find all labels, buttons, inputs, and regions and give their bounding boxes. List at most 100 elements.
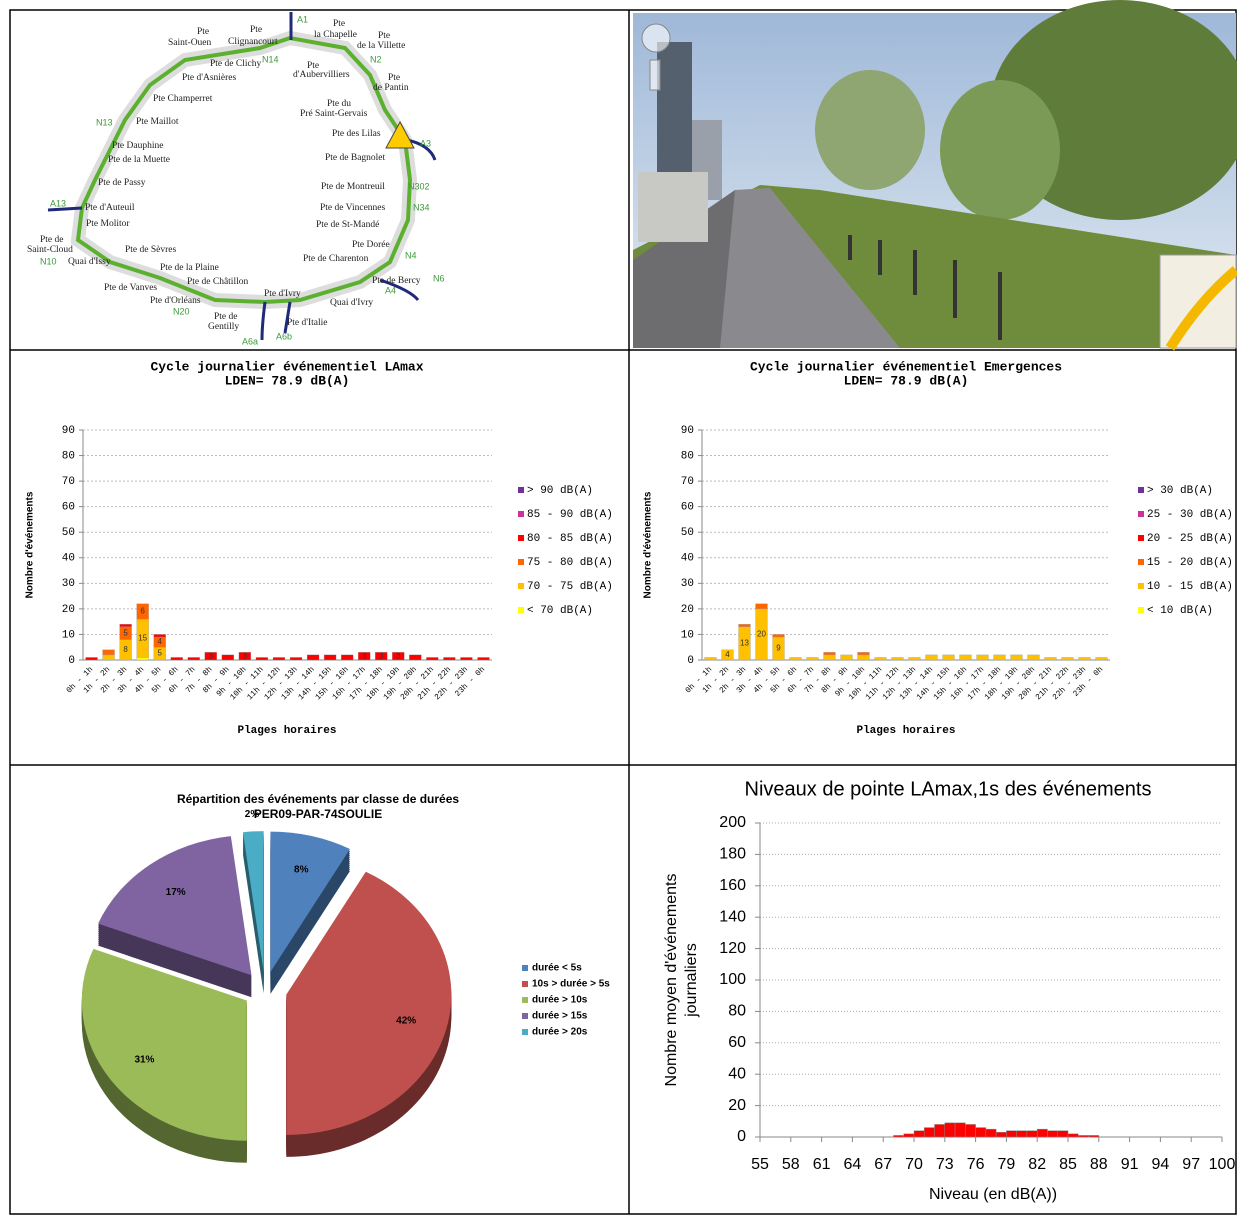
bar-segment xyxy=(704,657,717,661)
bar-segment xyxy=(993,654,1006,661)
bar-segment xyxy=(255,657,269,661)
pie-slice xyxy=(242,831,264,972)
bar-segment xyxy=(306,654,320,661)
bar-segment xyxy=(170,657,183,661)
chart-title: Niveaux de pointe LAmax,1s des événement… xyxy=(745,778,1152,800)
legend-swatch xyxy=(518,583,524,589)
map-label: Pte du xyxy=(327,99,351,109)
road-label: N14 xyxy=(262,54,279,64)
bar-segment xyxy=(187,657,200,661)
bar xyxy=(893,1135,904,1138)
map-label: d'Aubervilliers xyxy=(293,70,350,80)
bar xyxy=(1026,1130,1038,1138)
road-label: A6b xyxy=(276,331,292,341)
pie-slice xyxy=(270,831,350,972)
road-label: N302 xyxy=(408,181,430,191)
map-label: Pte xyxy=(378,31,390,41)
map-label: Pte xyxy=(307,61,319,71)
y-tick-label: 0 xyxy=(737,1128,746,1145)
bar xyxy=(995,1132,1007,1138)
legend-label: < 10 dB(A) xyxy=(1147,605,1213,617)
bar xyxy=(1016,1130,1028,1138)
data-label: 9 xyxy=(776,644,781,653)
x-tick-label: 73 xyxy=(936,1156,954,1173)
bar xyxy=(924,1127,935,1138)
chart-subtitle: PER09-PAR-74SOULIE xyxy=(254,807,382,821)
data-label: 3 xyxy=(396,651,401,660)
map-label: de la Villette xyxy=(357,41,405,51)
legend-label: 75 - 80 dB(A) xyxy=(527,557,613,569)
map-label: Pré Saint-Gervais xyxy=(300,109,368,119)
map-label: Pte de Charenton xyxy=(303,254,369,264)
map-label: Pte des Lilas xyxy=(332,129,381,139)
bar-segment xyxy=(102,654,115,661)
y-tick-label: 40 xyxy=(681,553,694,565)
y-tick-label: 90 xyxy=(62,425,75,437)
road-label: A13 xyxy=(50,198,66,208)
data-label: 17% xyxy=(166,887,186,898)
bar-segment xyxy=(358,652,371,661)
chart-subtitle: LDEN= 78.9 dB(A) xyxy=(225,373,350,388)
legend-label: < 70 dB(A) xyxy=(527,605,593,617)
map-label: Pte Champerret xyxy=(153,94,213,104)
bar xyxy=(903,1133,915,1138)
legend-swatch xyxy=(1138,583,1144,589)
chart-subtitle: LDEN= 78.9 dB(A) xyxy=(844,373,969,388)
bar-segment xyxy=(1095,657,1108,661)
map-label: Pte xyxy=(333,19,345,29)
x-axis-label: Plages horaires xyxy=(237,725,336,737)
bar-segment xyxy=(806,657,819,661)
map-label: de Pantin xyxy=(373,83,409,93)
road-label: A4 xyxy=(385,285,396,295)
bar-segment xyxy=(721,649,734,661)
street-photo xyxy=(633,0,1237,351)
map-label: Pte d'Asnières xyxy=(182,73,237,83)
pie-slice xyxy=(81,948,247,1141)
map-label: Pte Maillot xyxy=(136,117,179,127)
bar-segment xyxy=(119,624,132,627)
legend-swatch xyxy=(518,535,524,541)
data-label: 8 xyxy=(123,645,128,654)
data-label: 20 xyxy=(757,630,766,639)
bar-segment xyxy=(409,654,422,661)
legend-swatch xyxy=(522,1029,528,1035)
data-label: 5 xyxy=(157,649,162,658)
bar-segment xyxy=(85,657,98,661)
bar-segment xyxy=(153,634,166,638)
bar-segment xyxy=(738,624,751,627)
y-tick-label: 100 xyxy=(719,971,746,988)
data-label: 31% xyxy=(134,1054,154,1065)
legend-label: 85 - 90 dB(A) xyxy=(527,509,613,521)
data-label: 3 xyxy=(243,651,248,660)
y-tick-label: 10 xyxy=(62,629,75,641)
x-tick-label: 61 xyxy=(813,1156,831,1173)
chart-title: Cycle journalier événementiel LAmax xyxy=(150,359,423,374)
chart-title: Cycle journalier événementiel Emergences xyxy=(750,359,1062,374)
y-axis-label: Nombre d'événements xyxy=(25,491,36,598)
y-tick-label: 70 xyxy=(681,476,694,488)
y-tick-label: 80 xyxy=(728,1003,746,1020)
legend-swatch xyxy=(1138,535,1144,541)
bar-segment xyxy=(874,657,887,661)
legend-swatch xyxy=(518,511,524,517)
map-label: Pte xyxy=(197,27,209,37)
bar xyxy=(1078,1135,1089,1138)
y-tick-label: 90 xyxy=(681,425,694,437)
map-label: Quai d'Ivry xyxy=(330,298,373,308)
y-tick-label: 160 xyxy=(719,877,746,894)
bar-segment xyxy=(1027,654,1040,661)
legend-label: 70 - 75 dB(A) xyxy=(527,581,613,593)
legend-label: 10 - 15 dB(A) xyxy=(1147,581,1233,593)
bar xyxy=(944,1122,956,1138)
pie-slice xyxy=(286,871,452,1135)
y-tick-label: 30 xyxy=(62,578,75,590)
y-tick-label: 0 xyxy=(68,655,75,667)
map-label: Pte d'Ivry xyxy=(264,289,301,299)
data-label: 8% xyxy=(294,865,309,876)
road-label: N6 xyxy=(433,273,445,283)
y-tick-label: 80 xyxy=(62,450,75,462)
pie-slice xyxy=(98,836,252,976)
bar-segment xyxy=(942,654,955,661)
data-label: 42% xyxy=(396,1015,416,1026)
